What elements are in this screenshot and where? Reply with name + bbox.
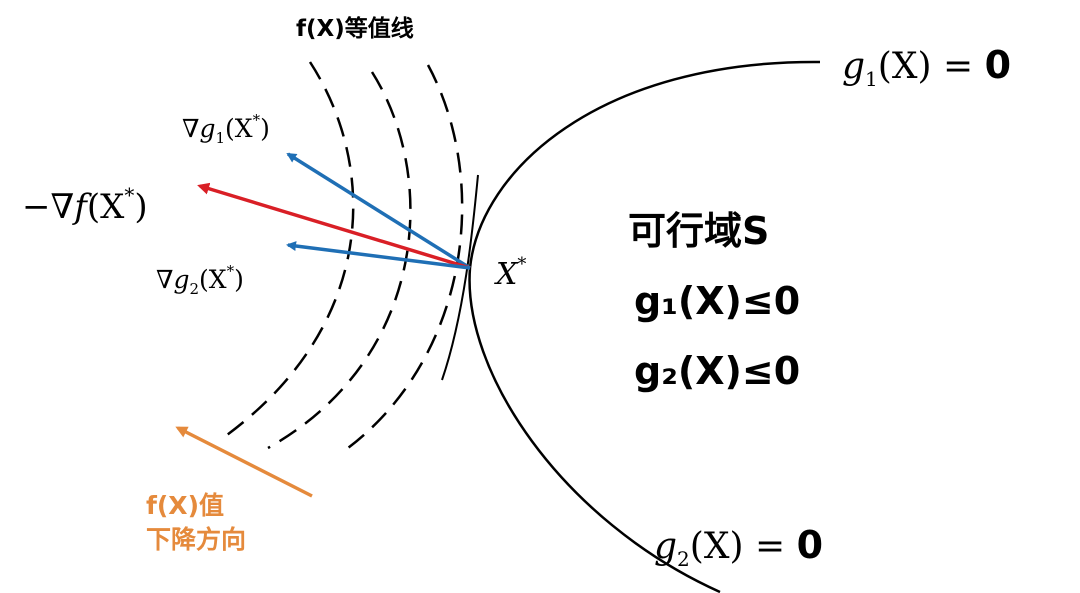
contour-title: f(X)等值线: [296, 15, 414, 42]
descent-label-line1: f(X)值: [146, 491, 224, 520]
neg-grad-f-arrow: [197, 182, 471, 270]
neg-grad-f-label: −∇f(X*): [22, 183, 148, 227]
constraint-boundary-curve: [468, 60, 821, 593]
contour-line-1: [219, 61, 355, 442]
feasible-ineq-1: g₁(X)≤0: [634, 279, 800, 323]
feasible-region-title: 可行域S: [628, 209, 769, 253]
contour-line-2: [267, 71, 412, 450]
grad-g1-arrow: [286, 152, 471, 270]
optimal-point-label: X*: [494, 254, 526, 292]
descent-label-line2: 下降方向: [146, 525, 246, 554]
grad-g2-arrow: [286, 241, 471, 270]
tangent-contour-segment: [441, 174, 479, 381]
grad-g2-label: ∇g2(X*): [156, 262, 244, 298]
constraint-g2-label: g2(X) = 0: [654, 523, 823, 571]
descent-direction-arrow: [175, 426, 313, 498]
feasible-ineq-2: g₂(X)≤0: [634, 349, 800, 393]
constraint-g1-label: g1(X) = 0: [842, 43, 1011, 91]
grad-g1-label: ∇g1(X*): [182, 111, 270, 147]
